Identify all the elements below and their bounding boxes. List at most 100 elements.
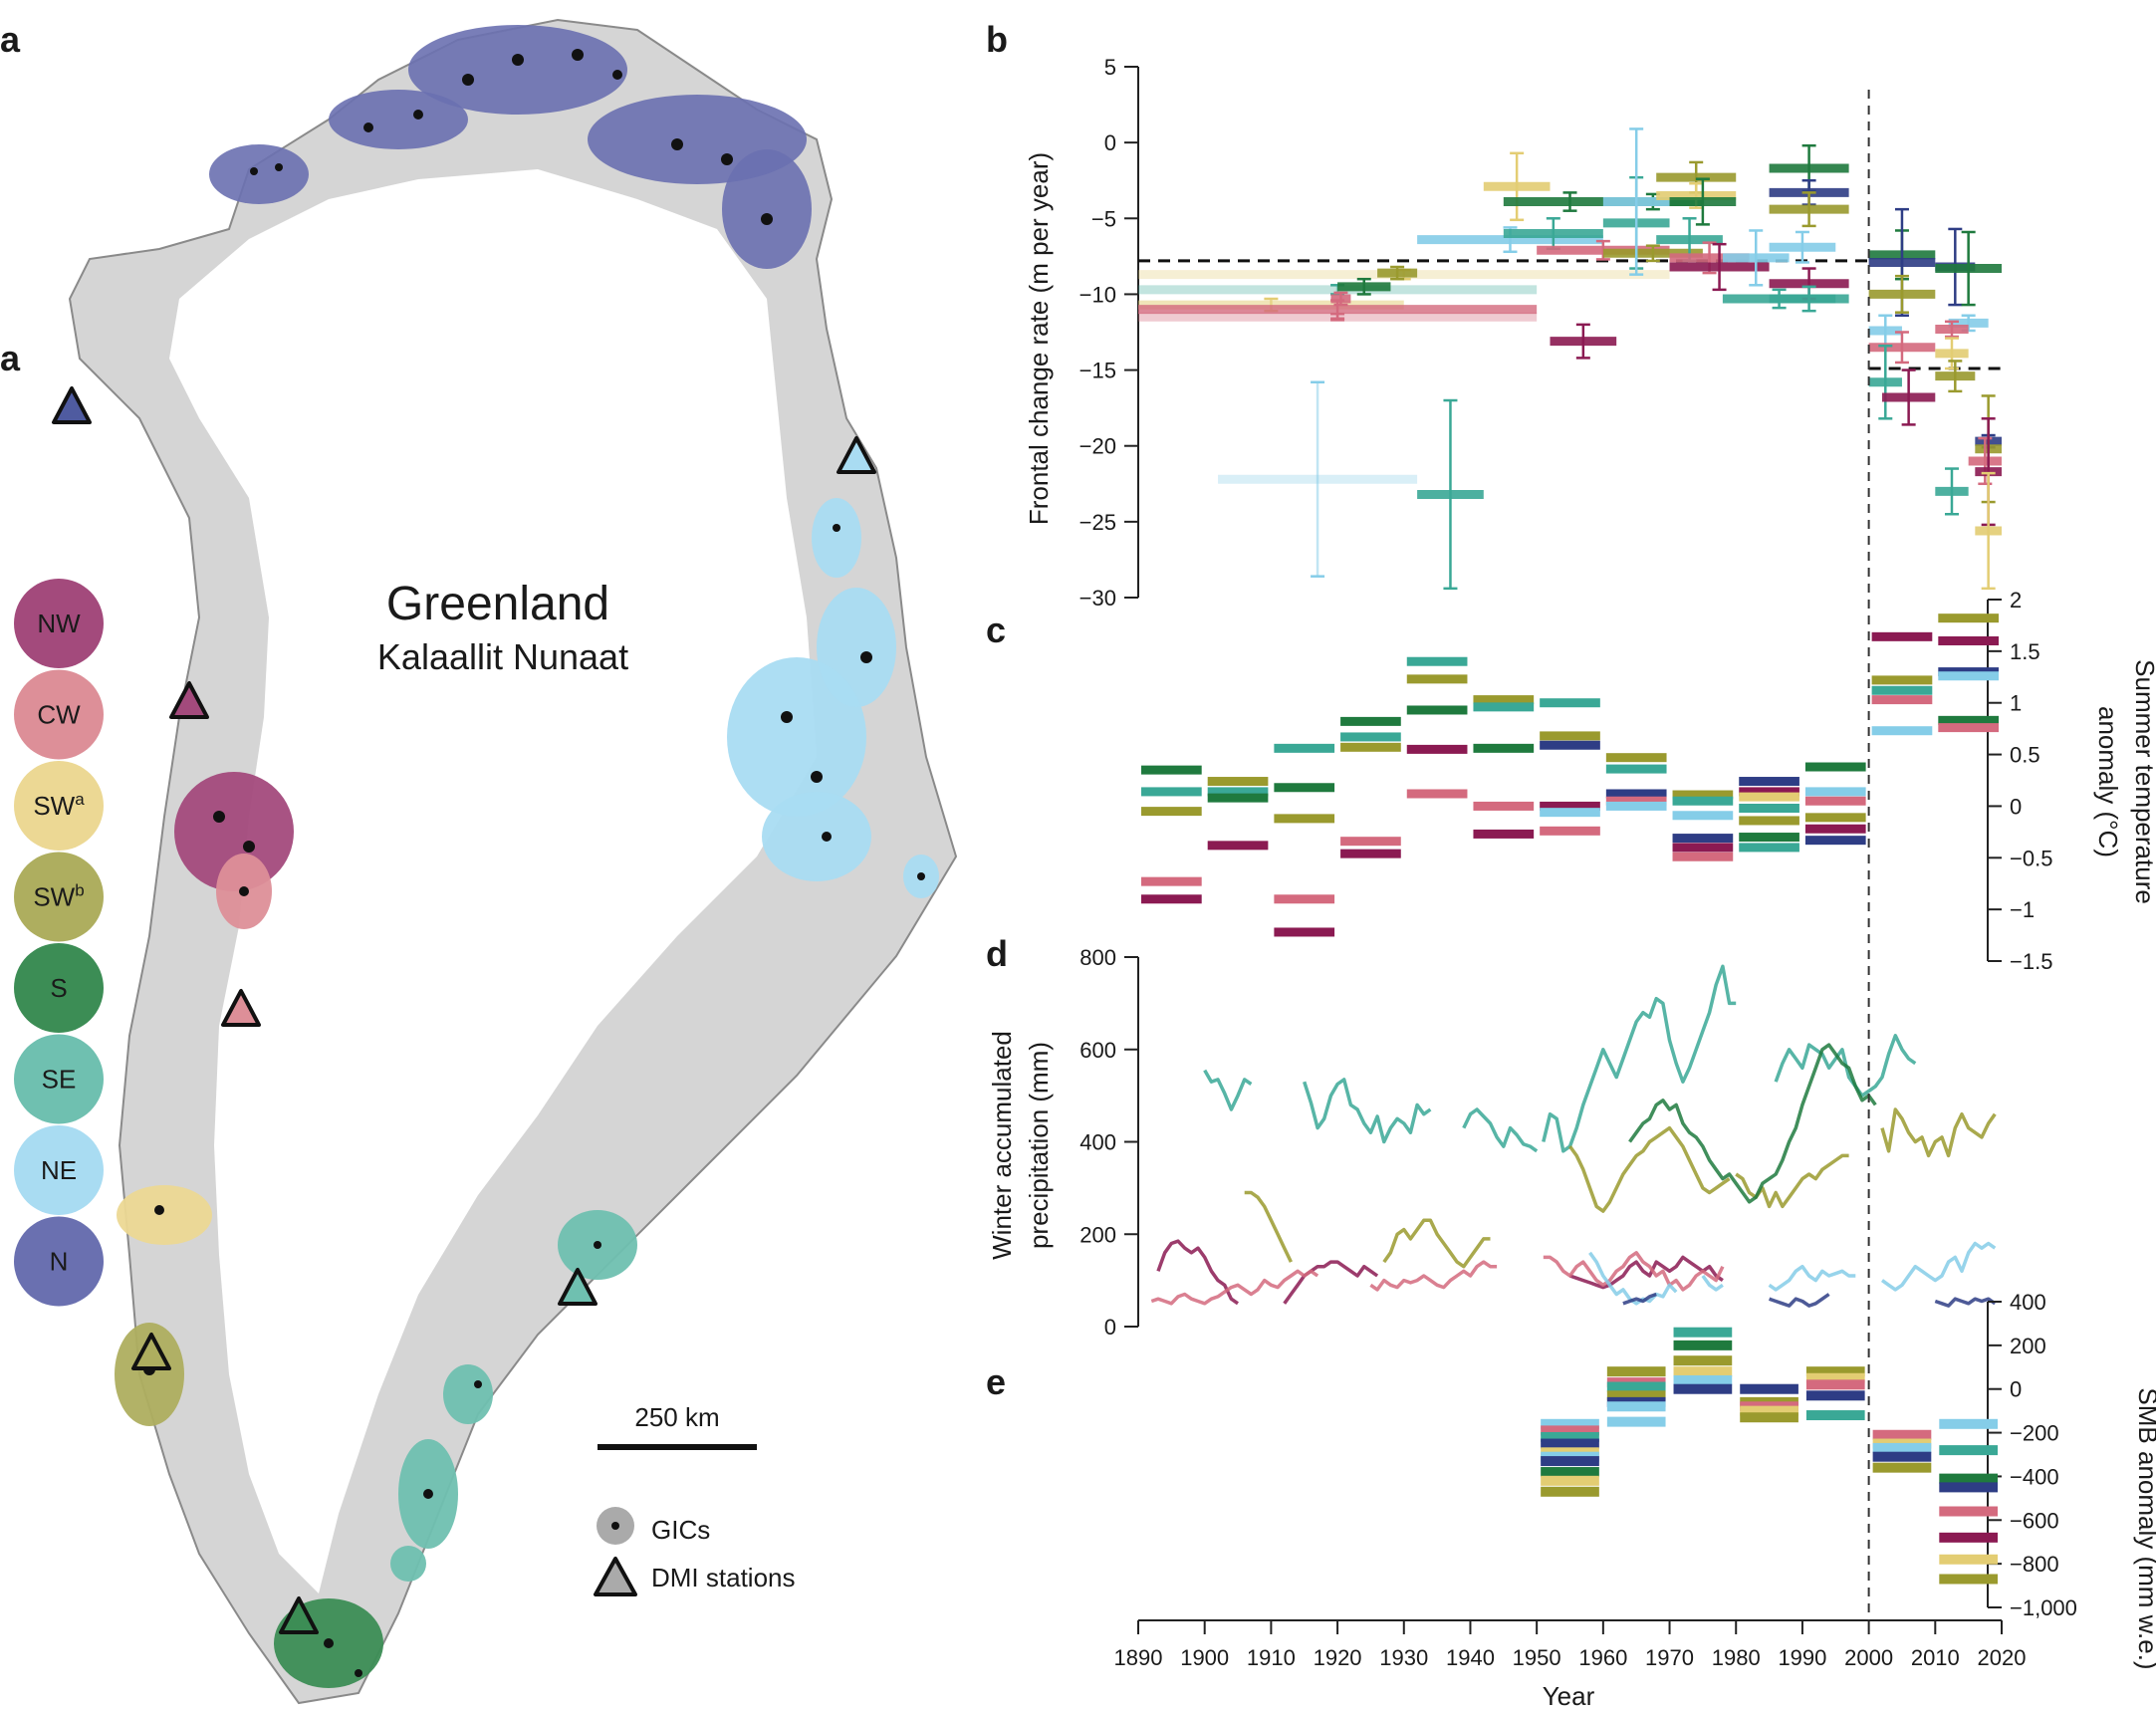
- e-bar-1950-n-6: [1541, 1456, 1599, 1467]
- c-bar-2000-nw: [1871, 631, 1933, 641]
- e-tick-label-4: −400: [2010, 1464, 2059, 1489]
- region-legend-ne-circle: [14, 1125, 104, 1215]
- gic-dot: [363, 122, 373, 132]
- dmi-station-marker: [221, 989, 261, 1027]
- e-bar-1950-n-3: [1541, 1438, 1599, 1449]
- panel-d-marks: [1150, 964, 1997, 1308]
- gic-dot: [761, 213, 773, 225]
- c-bar-1950-n: [1540, 740, 1600, 750]
- b-tick-label-1: 0: [1104, 130, 1116, 155]
- e-bar-1950-s-7: [1541, 1467, 1599, 1478]
- e-bar-1960-ne-5: [1606, 1401, 1666, 1412]
- c-bar-1980-s: [1739, 833, 1799, 843]
- gic-dot: [594, 1241, 601, 1249]
- panel-c-y-axis: 2 1.5 1 0.5 0 −0.5 −1 −1.5: [1987, 588, 2052, 974]
- region-legend-nw-label: NW: [37, 609, 81, 638]
- d-line-se-4: [1774, 1034, 1917, 1098]
- e-tick-label-6: −800: [2010, 1552, 2059, 1577]
- c-tick-label-2: 1: [2010, 691, 2022, 716]
- e-bar-1990-swb-0: [1805, 1366, 1865, 1377]
- x-tick-label-1960: 1960: [1578, 1645, 1627, 1670]
- e-bar-2000-swb-4: [1872, 1462, 1932, 1473]
- b-tick-label-4: −15: [1079, 359, 1116, 383]
- e-bar-1950-ne-0: [1541, 1418, 1599, 1429]
- cluster-ne-4: [762, 792, 871, 881]
- c-bar-1960-n: [1605, 789, 1667, 799]
- x-tick-label-1970: 1970: [1645, 1645, 1694, 1670]
- c-bar-1980-se: [1739, 843, 1799, 853]
- dmi-stations: [52, 386, 876, 1634]
- c-bar-1920-s: [1340, 716, 1401, 726]
- d-line-cw-2: [1543, 1251, 1725, 1292]
- e-bar-1950-swb-9: [1541, 1486, 1599, 1497]
- gic-dot: [462, 74, 474, 86]
- e-bar-1970-ne-4: [1673, 1374, 1733, 1385]
- c-bar-1970-n: [1672, 834, 1734, 844]
- c-bar-1930-swb: [1406, 674, 1468, 684]
- region-legend-ne-label: NE: [41, 1155, 77, 1185]
- ice-sheet: [169, 169, 817, 1593]
- map-title: Greenland: [386, 578, 609, 630]
- c-bar-1960-cw: [1605, 796, 1667, 806]
- c-bar-1930-cw: [1406, 789, 1468, 799]
- e-tick-label-5: −600: [2010, 1508, 2059, 1533]
- e-bar-1970-swb-2: [1673, 1355, 1733, 1366]
- panel-letter-e: e: [986, 1361, 1006, 1402]
- gic-dot: [721, 153, 733, 165]
- e-bar-1980-swb-4: [1740, 1412, 1798, 1423]
- e-bar-2010-swa-6: [1939, 1554, 1998, 1565]
- region-legend-se-label: SE: [42, 1065, 77, 1095]
- c-bar-2010-nw: [1938, 635, 1999, 645]
- gics-legend-label: GICs: [651, 1515, 710, 1545]
- c-bar-2010-ne: [1938, 671, 1999, 681]
- panel-c-ylabel-line1: Summer temperature: [2130, 659, 2156, 904]
- c-bar-1970-swb: [1672, 790, 1734, 800]
- cluster-se-2: [443, 1364, 493, 1424]
- x-tick-label-1940: 1940: [1446, 1645, 1495, 1670]
- panel-d-y-axis: 800 600 400 200 0: [1079, 945, 1139, 1340]
- c-bar-1950-cw: [1540, 826, 1600, 836]
- x-axis: 1890 1900 1910 1920 1930 1940 1950 1960 1970 1980…: [1114, 1619, 2027, 1670]
- e-bar-2010-ne-0: [1939, 1418, 1998, 1429]
- e-tick-label-3: −200: [2010, 1421, 2059, 1446]
- region-legend-nw-circle: [14, 579, 104, 668]
- region-legend-s-circle: [14, 943, 104, 1033]
- cluster-n-3: [408, 25, 627, 115]
- e-bar-1960-swb-3: [1606, 1390, 1666, 1401]
- e-bar-1990-n-3: [1805, 1390, 1865, 1401]
- d-line-cw-0: [1150, 1269, 1319, 1306]
- c-bar-1950-ne: [1540, 808, 1600, 818]
- cluster-nw: [174, 772, 294, 891]
- c-bar-2010-cw: [1938, 723, 1999, 733]
- gic-dot: [474, 1380, 482, 1388]
- cluster-ne-1: [812, 498, 861, 578]
- c-bar-2000-ne: [1871, 726, 1933, 736]
- cluster-n-2: [329, 90, 468, 149]
- x-tick-label-1920: 1920: [1314, 1645, 1362, 1670]
- panel-letter-a: a: [0, 19, 21, 60]
- c-tick-label-3: 0.5: [2010, 743, 2040, 768]
- panel-letter-d: d: [986, 933, 1008, 974]
- panel-e-ylabel: SMB anomaly (mm w.e.): [2133, 1387, 2156, 1669]
- gic-dot: [833, 524, 840, 532]
- gic-dot: [413, 110, 423, 120]
- e-bar-1960-ne-6: [1606, 1416, 1666, 1427]
- x-axis-label: Year: [1543, 1681, 1595, 1711]
- cluster-swa: [117, 1185, 212, 1245]
- e-bar-1990-swa-1: [1805, 1372, 1865, 1383]
- c-bar-2010-s: [1938, 715, 1999, 725]
- panel-b-ylabel: Frontal change rate (m per year): [1024, 152, 1054, 525]
- c-bar-1970-nw: [1672, 843, 1734, 853]
- d-line-swb-0: [1244, 1190, 1293, 1263]
- e-bar-2010-swb-7: [1939, 1574, 1998, 1585]
- c-bar-1920-cw: [1340, 837, 1401, 847]
- panel-b-frontal-change: b Frontal change rate (m per year) 5 0 −5 −…: [986, 19, 2002, 611]
- e-bar-1960-se-2: [1606, 1381, 1666, 1392]
- c-bar-1900-swb: [1207, 777, 1269, 787]
- x-tick-label-2020: 2020: [1978, 1645, 2027, 1670]
- c-bar-1890-swb: [1141, 807, 1202, 817]
- d-tick-label-3: 200: [1079, 1222, 1116, 1247]
- d-line-nw-2: [1568, 1255, 1724, 1290]
- c-bar-1890-s: [1141, 765, 1202, 775]
- e-bar-1970-n-5: [1673, 1383, 1733, 1394]
